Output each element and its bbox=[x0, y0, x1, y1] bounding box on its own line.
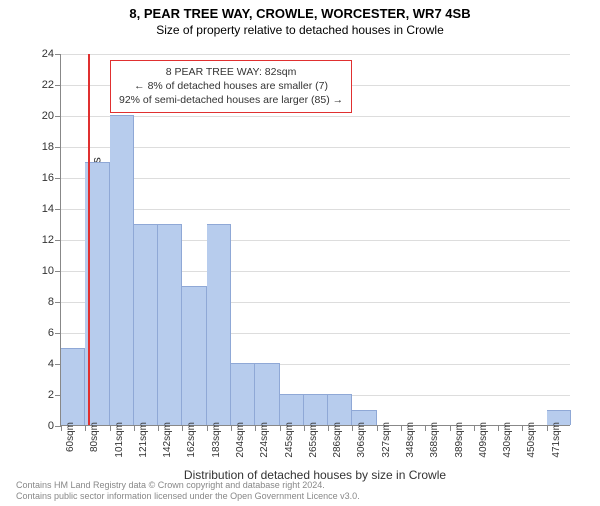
x-tick bbox=[110, 425, 111, 431]
gridline bbox=[61, 147, 570, 148]
x-tick bbox=[450, 425, 451, 431]
x-tick-label: 471sqm bbox=[551, 422, 562, 472]
x-tick bbox=[474, 425, 475, 431]
y-tick-label: 12 bbox=[24, 234, 54, 246]
x-tick bbox=[134, 425, 135, 431]
x-tick bbox=[255, 425, 256, 431]
annotation-line-1: 8 PEAR TREE WAY: 82sqm bbox=[119, 65, 343, 79]
x-tick-label: 142sqm bbox=[162, 422, 173, 472]
x-tick-label: 183sqm bbox=[211, 422, 222, 472]
x-tick-label: 265sqm bbox=[308, 422, 319, 472]
x-tick bbox=[498, 425, 499, 431]
x-tick bbox=[547, 425, 548, 431]
x-tick bbox=[61, 425, 62, 431]
x-tick-label: 430sqm bbox=[502, 422, 513, 472]
y-tick-label: 22 bbox=[24, 79, 54, 91]
x-tick-label: 60sqm bbox=[65, 422, 76, 472]
y-tick-label: 8 bbox=[24, 296, 54, 308]
x-tick bbox=[401, 425, 402, 431]
y-tick bbox=[55, 54, 61, 55]
x-tick-label: 306sqm bbox=[356, 422, 367, 472]
y-tick-label: 4 bbox=[24, 358, 54, 370]
page-title: 8, PEAR TREE WAY, CROWLE, WORCESTER, WR7… bbox=[0, 6, 600, 21]
y-tick-label: 6 bbox=[24, 327, 54, 339]
x-tick bbox=[522, 425, 523, 431]
x-tick bbox=[207, 425, 208, 431]
y-tick bbox=[55, 178, 61, 179]
footer-line-1: Contains HM Land Registry data © Crown c… bbox=[16, 480, 360, 491]
x-tick bbox=[85, 425, 86, 431]
x-tick-label: 121sqm bbox=[138, 422, 149, 472]
histogram-bar bbox=[328, 394, 352, 425]
x-tick-label: 204sqm bbox=[235, 422, 246, 472]
y-tick bbox=[55, 333, 61, 334]
footer-line-2: Contains public sector information licen… bbox=[16, 491, 360, 502]
histogram-bar bbox=[182, 286, 206, 426]
histogram-bar bbox=[255, 363, 279, 425]
x-tick-label: 245sqm bbox=[284, 422, 295, 472]
x-tick bbox=[231, 425, 232, 431]
x-tick-label: 224sqm bbox=[259, 422, 270, 472]
x-tick bbox=[304, 425, 305, 431]
x-tick bbox=[352, 425, 353, 431]
y-tick-label: 24 bbox=[24, 48, 54, 60]
gridline bbox=[61, 209, 570, 210]
histogram-bar bbox=[158, 224, 182, 426]
histogram-chart: 02468101214161820222460sqm80sqm101sqm121… bbox=[60, 54, 570, 426]
y-tick bbox=[55, 116, 61, 117]
histogram-bar bbox=[134, 224, 158, 426]
histogram-bar bbox=[207, 224, 231, 426]
x-tick-label: 368sqm bbox=[429, 422, 440, 472]
page-subtitle: Size of property relative to detached ho… bbox=[0, 23, 600, 37]
x-tick-label: 327sqm bbox=[381, 422, 392, 472]
y-tick bbox=[55, 240, 61, 241]
y-tick-label: 10 bbox=[24, 265, 54, 277]
footer: Contains HM Land Registry data © Crown c… bbox=[16, 480, 360, 502]
annotation-line-3: 92% of semi-detached houses are larger (… bbox=[119, 93, 343, 107]
y-tick bbox=[55, 147, 61, 148]
y-tick-label: 20 bbox=[24, 110, 54, 122]
annotation-line-2: ← 8% of detached houses are smaller (7) bbox=[119, 79, 343, 93]
y-tick-label: 14 bbox=[24, 203, 54, 215]
y-tick bbox=[55, 85, 61, 86]
histogram-bar bbox=[61, 348, 85, 426]
y-tick bbox=[55, 302, 61, 303]
x-tick-label: 450sqm bbox=[526, 422, 537, 472]
gridline bbox=[61, 54, 570, 55]
y-tick bbox=[55, 271, 61, 272]
histogram-bar bbox=[304, 394, 328, 425]
reference-line bbox=[88, 54, 90, 425]
x-tick bbox=[377, 425, 378, 431]
x-tick bbox=[425, 425, 426, 431]
y-tick-label: 18 bbox=[24, 141, 54, 153]
x-tick-label: 348sqm bbox=[405, 422, 416, 472]
y-tick bbox=[55, 209, 61, 210]
y-tick-label: 0 bbox=[24, 420, 54, 432]
x-tick-label: 80sqm bbox=[89, 422, 100, 472]
histogram-bar bbox=[231, 363, 255, 425]
y-tick-label: 16 bbox=[24, 172, 54, 184]
x-tick bbox=[158, 425, 159, 431]
x-tick bbox=[328, 425, 329, 431]
histogram-bar bbox=[280, 394, 304, 425]
x-tick bbox=[280, 425, 281, 431]
x-tick-label: 286sqm bbox=[332, 422, 343, 472]
x-tick-label: 389sqm bbox=[454, 422, 465, 472]
histogram-bar bbox=[110, 115, 134, 425]
gridline bbox=[61, 116, 570, 117]
x-tick-label: 101sqm bbox=[114, 422, 125, 472]
gridline bbox=[61, 178, 570, 179]
y-tick-label: 2 bbox=[24, 389, 54, 401]
x-tick-label: 162sqm bbox=[186, 422, 197, 472]
x-tick-label: 409sqm bbox=[478, 422, 489, 472]
x-tick bbox=[182, 425, 183, 431]
annotation-box: 8 PEAR TREE WAY: 82sqm ← 8% of detached … bbox=[110, 60, 352, 113]
